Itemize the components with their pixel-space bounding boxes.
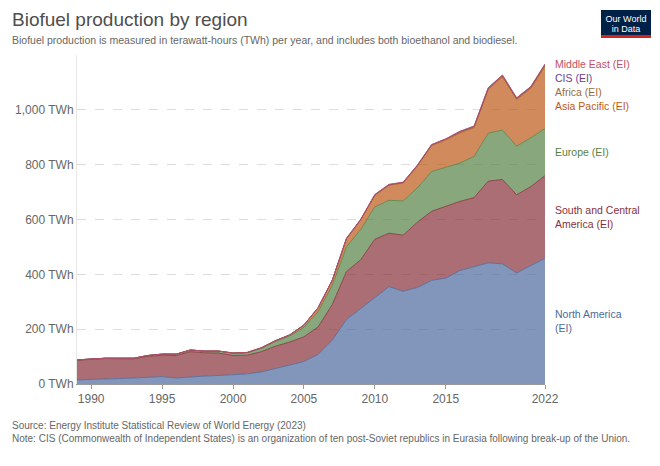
- svg-text:Africa (EI): Africa (EI): [555, 86, 602, 98]
- html-text:Note: CIS (Commonwealth of Ind: Note: CIS (Commonwealth of Independent S…: [12, 433, 631, 444]
- svg-text:2022: 2022: [532, 392, 559, 406]
- svg-text:2010: 2010: [361, 392, 388, 406]
- svg-text:600 TWh: 600 TWh: [25, 213, 73, 227]
- svg-text:South and CentralAmerica (EI): South and CentralAmerica (EI): [555, 204, 640, 230]
- svg-text:Europe (EI): Europe (EI): [555, 146, 609, 158]
- svg-text:200 TWh: 200 TWh: [25, 322, 73, 336]
- svg-text:400 TWh: 400 TWh: [25, 268, 73, 282]
- svg-text:1995: 1995: [149, 392, 176, 406]
- html-text:Biofuel production is measured: Biofuel production is measured in terawa…: [12, 34, 518, 46]
- html-text:Biofuel production by region: Biofuel production by region: [12, 9, 248, 30]
- svg-text:Middle East (EI): Middle East (EI): [555, 58, 630, 70]
- svg-text:2000: 2000: [220, 392, 247, 406]
- html-text:Our World in Data: Our World in Data: [605, 14, 647, 34]
- svg-text:1,000 TWh: 1,000 TWh: [15, 103, 73, 117]
- svg-text:800 TWh: 800 TWh: [25, 158, 73, 172]
- svg-text:2005: 2005: [291, 392, 318, 406]
- svg-text:Asia Pacific (EI): Asia Pacific (EI): [555, 100, 629, 112]
- svg-text:2015: 2015: [432, 392, 459, 406]
- svg-text:North America(EI): North America(EI): [555, 308, 622, 334]
- svg-text:CIS (EI): CIS (EI): [555, 72, 592, 84]
- svg-text:1990: 1990: [78, 392, 105, 406]
- html-text:Source: Energy Institute Stati: Source: Energy Institute Statistical Rev…: [12, 420, 306, 431]
- svg-text:0 TWh: 0 TWh: [38, 377, 73, 391]
